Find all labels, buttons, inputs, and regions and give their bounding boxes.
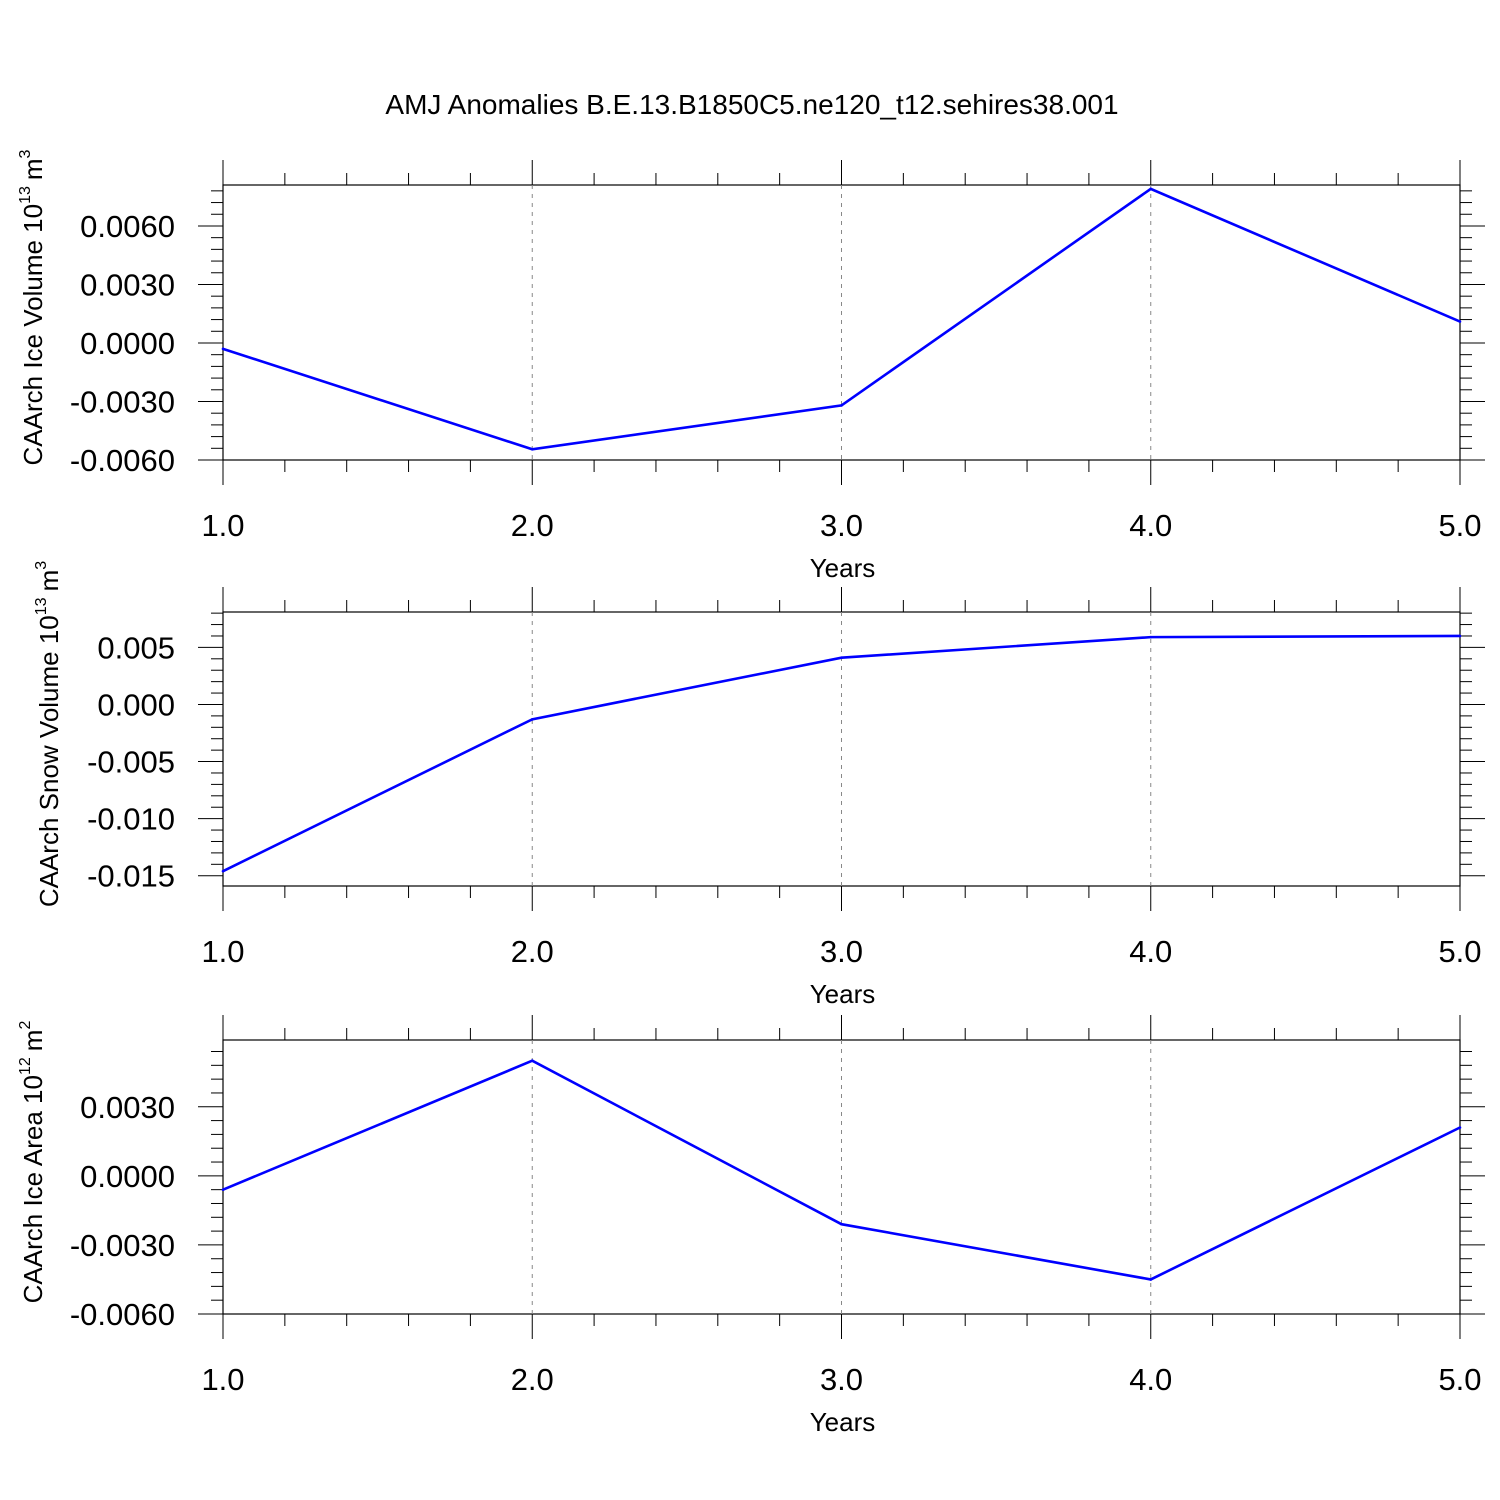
y-tick-label: -0.0060 [70, 1297, 175, 1332]
x-tick-label: 4.0 [1129, 508, 1172, 543]
y-axis-label: CAArch Snow Volume 1013 m3 [33, 561, 64, 907]
y-axis-label-part: 2 [17, 1021, 34, 1030]
data-point [840, 1222, 843, 1226]
y-axis-label-part: 3 [17, 149, 34, 158]
y-tick-label: -0.015 [87, 859, 175, 894]
y-axis-label-part: 12 [17, 1057, 34, 1075]
y-axis-label-part: CAArch Ice Area 10 [18, 1075, 48, 1303]
x-tick-label: 2.0 [511, 1362, 554, 1397]
panel-2: -0.015 -0.010 -0.005 0.000 0.005 1.0 2.0 3.0 4.0… [33, 561, 1485, 1009]
data-point [1149, 1278, 1153, 1281]
y-axis-label-part: m [34, 570, 64, 592]
y-tick-label: 0.0030 [80, 267, 175, 302]
data-point [530, 1059, 534, 1063]
data-point [840, 656, 843, 659]
x-tick-label: 5.0 [1438, 508, 1481, 543]
x-tick-label: 3.0 [820, 934, 863, 969]
y-tick-label: -0.0030 [70, 1228, 175, 1263]
y-axis-label-part: CAArch Snow Volume 10 [34, 615, 64, 907]
data-point [221, 1188, 225, 1191]
x-tick-label: 5.0 [1438, 934, 1481, 969]
series-line [222, 634, 1461, 873]
series-line [222, 1059, 1461, 1281]
data-point [1458, 1126, 1462, 1129]
y-axis-label: CAArch Ice Volume 1013 m3 [17, 149, 48, 465]
y-tick-label: 0.0060 [80, 209, 175, 244]
x-tick-label: 3.0 [820, 508, 863, 543]
y-tick-label: 0.0000 [80, 1159, 175, 1194]
x-tick-label: 4.0 [1129, 1362, 1172, 1397]
data-point [1458, 320, 1462, 323]
y-tick-label: 0.000 [97, 687, 175, 722]
x-tick-label: 1.0 [201, 1362, 244, 1397]
x-tick-label: 2.0 [511, 508, 554, 543]
figure-title: AMJ Anomalies B.E.13.B1850C5.ne120_t12.s… [385, 89, 1118, 120]
data-point [840, 404, 843, 407]
data-point [530, 718, 534, 721]
data-point [530, 447, 534, 451]
y-tick-label: 0.005 [97, 630, 175, 665]
x-tick-label: 5.0 [1438, 1362, 1481, 1397]
x-axis-label: Years [810, 553, 876, 583]
data-point [1458, 634, 1462, 638]
x-axis-label: Years [810, 1407, 876, 1437]
x-tick-label: 1.0 [201, 934, 244, 969]
data-point [221, 347, 225, 351]
y-tick-label: 0.0030 [80, 1090, 175, 1125]
y-tick-label: -0.0030 [70, 384, 175, 419]
data-point [1149, 187, 1153, 191]
y-axis-label-part: 13 [17, 186, 34, 204]
y-axis-label-part: CAArch Ice Volume 10 [18, 204, 48, 466]
data-point [221, 869, 225, 873]
y-axis-label-part: m [18, 158, 48, 180]
y-axis-label-part: m [18, 1030, 48, 1052]
y-tick-label: -0.005 [87, 745, 175, 780]
y-tick-label: -0.010 [87, 802, 175, 837]
y-axis-label: CAArch Ice Area 1012 m2 [17, 1021, 48, 1304]
y-tick-label: 0.0000 [80, 326, 175, 361]
y-axis-label-part: 3 [33, 561, 50, 570]
y-tick-label: -0.0060 [70, 443, 175, 478]
panel-3: -0.0060 -0.0030 0.0000 0.0030 1.0 2.0 3.0 4.0 5.… [17, 1015, 1485, 1437]
data-point [1149, 635, 1153, 639]
x-tick-label: 4.0 [1129, 934, 1172, 969]
x-tick-label: 2.0 [511, 934, 554, 969]
y-axis-label-part: 13 [33, 597, 50, 615]
x-tick-label: 1.0 [201, 508, 244, 543]
x-axis-label: Years [810, 979, 876, 1009]
x-tick-label: 3.0 [820, 1362, 863, 1397]
panel-1: -0.0060 -0.0030 0.0000 0.0030 0.0060 1.0 2.0 3.… [17, 149, 1485, 583]
